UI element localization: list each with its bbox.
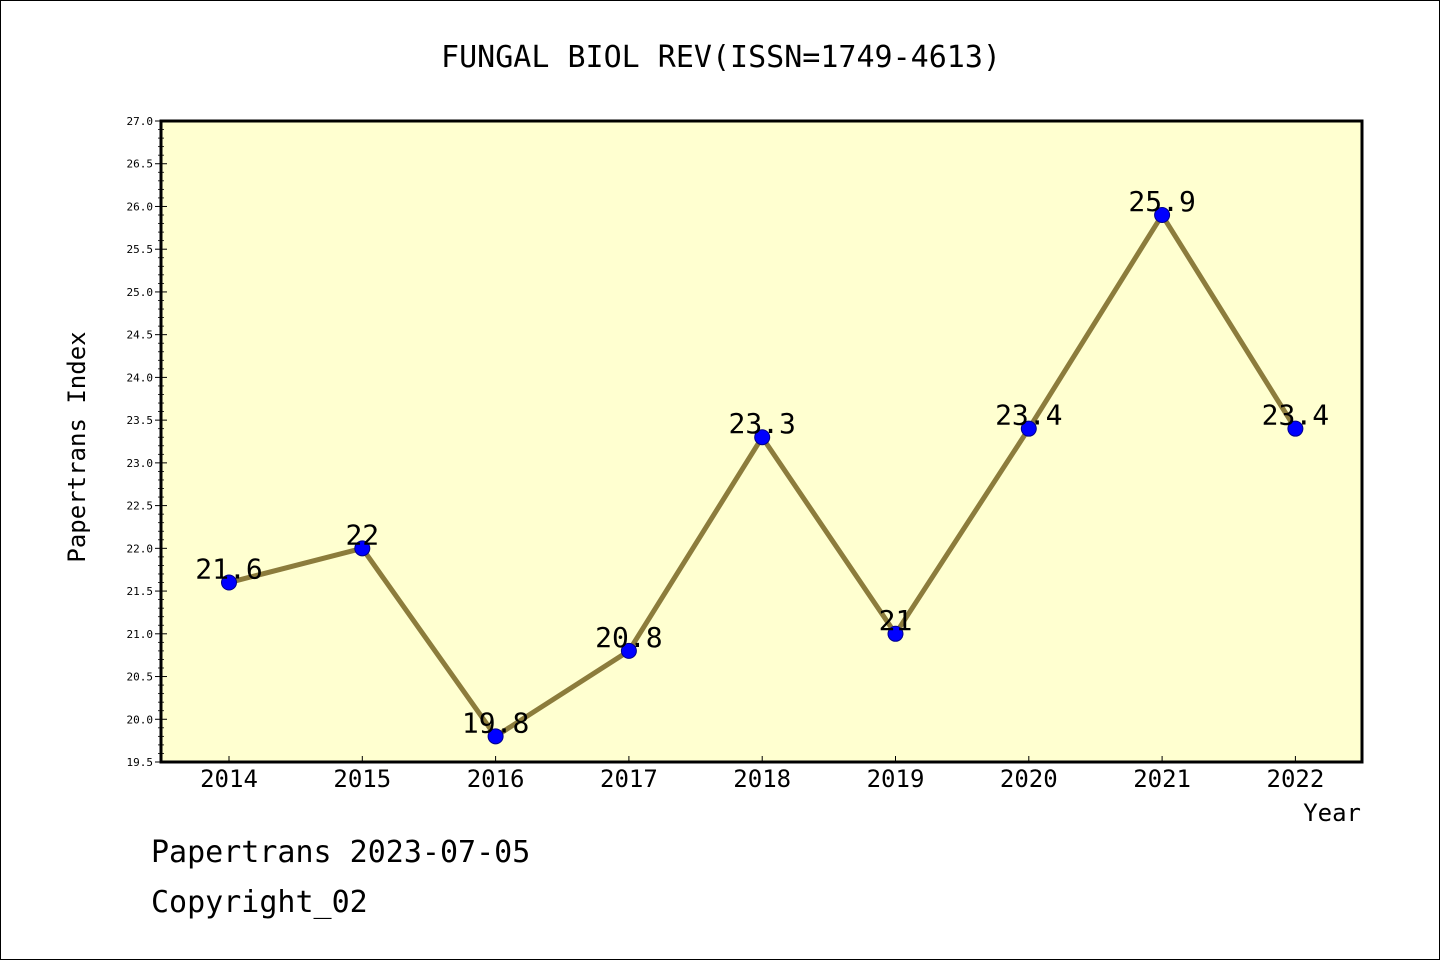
data-labels: 21.6 22 19.8 20.8 23.3 21 23.4 25.9 23.4: [195, 185, 1329, 739]
data-point: [221, 574, 237, 591]
x-tick-label: 2018: [733, 765, 791, 793]
y-tick-label: 21.5: [127, 585, 154, 598]
x-tick-label: 2017: [600, 765, 658, 793]
y-tick-label: 20.0: [127, 713, 154, 726]
y-tick-label: 22.0: [127, 542, 154, 555]
footer-date: Papertrans 2023-07-05: [151, 835, 531, 870]
data-point: [754, 429, 771, 446]
x-tick-label: 2021: [1133, 765, 1191, 793]
y-tick-label: 20.5: [127, 671, 154, 684]
data-point: [887, 625, 904, 642]
data-point: [1154, 207, 1171, 224]
chart-title: FUNGAL BIOL REV(ISSN=1749-4613): [441, 40, 1001, 75]
y-tick-label: 23.0: [127, 457, 154, 470]
footer-copyright: Copyright_02: [151, 885, 368, 920]
data-label: 20.8: [595, 621, 662, 654]
data-label: 25.9: [1128, 185, 1195, 218]
x-tick-label: 2014: [200, 765, 258, 793]
x-tick-label: 2020: [1000, 765, 1058, 793]
y-tick-label: 22.5: [127, 500, 154, 513]
x-tick-label: 2015: [333, 765, 391, 793]
data-label: 19.8: [462, 706, 529, 739]
data-point: [1020, 420, 1037, 437]
plot-frame: [159, 119, 1364, 764]
data-point: [1287, 420, 1304, 437]
y-tick-label: 27.0: [127, 115, 154, 128]
data-label: 23.3: [728, 407, 795, 440]
x-tick-label: 2022: [1267, 765, 1325, 793]
y-axis-title: Papertrans Index: [63, 331, 91, 562]
data-point: [620, 642, 637, 659]
series-markers: [221, 207, 1304, 745]
data-point: [487, 728, 504, 745]
y-tick-label: 21.0: [127, 628, 154, 641]
y-tick-label: 26.5: [127, 158, 154, 171]
x-axis-title: Year: [1303, 799, 1361, 827]
y-tick-label: 26.0: [127, 200, 154, 213]
data-label: 22: [345, 518, 379, 551]
data-label: 21.6: [195, 553, 262, 586]
y-tick-label: 25.0: [127, 286, 154, 299]
y-tick-label: 23.5: [127, 414, 154, 427]
data-label: 23.4: [995, 399, 1062, 432]
data-point: [354, 540, 371, 557]
data-label: 23.4: [1262, 399, 1329, 432]
x-axis: 2014 2015 2016 2017 2018 2019 2020 2021 2022: [200, 756, 1324, 793]
y-tick-label: 19.5: [127, 756, 154, 769]
y-tick-label: 24.5: [127, 329, 154, 342]
y-tick-label: 25.5: [127, 243, 154, 256]
data-label: 21: [879, 604, 913, 637]
x-tick-label: 2019: [867, 765, 925, 793]
x-tick-label: 2016: [467, 765, 525, 793]
y-tick-label: 24.0: [127, 371, 154, 384]
